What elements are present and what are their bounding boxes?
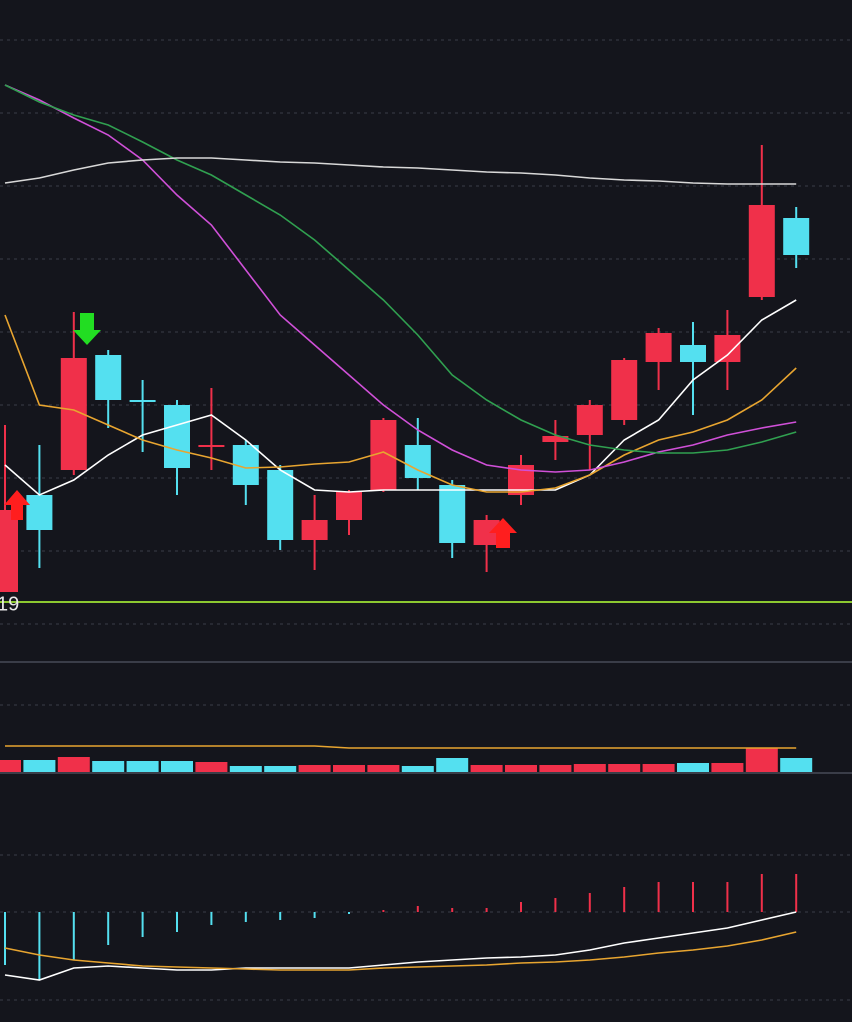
volume-bar [57,757,90,772]
signal-arrows [4,313,517,548]
candle-body [542,436,569,442]
buy-arrow [489,518,517,548]
volume-bar [401,766,434,772]
volume-bar [0,760,21,772]
plot-layer: 19 [0,39,852,981]
volume-bar [229,766,262,772]
volume-bar [92,761,125,772]
candle-body [404,445,431,478]
volume-bar [470,765,503,772]
volume-bar [126,761,159,772]
candle-body [783,218,810,255]
candle-body [164,405,190,468]
candle-body [95,355,122,400]
candle-body [439,485,466,543]
volume-bar [161,761,193,772]
volume-bar [264,766,297,772]
volume-bar [608,764,641,772]
volume-bar [505,765,537,772]
indicator-line [4,84,797,454]
indicator-line [4,84,797,473]
volume-bar [711,763,744,772]
volume-bar [642,764,675,772]
reference-label: 19 [0,593,19,615]
volume-bar [745,748,778,772]
volume-bar [298,765,331,772]
candle-body [129,400,156,402]
indicator-line [5,745,797,749]
candle-body [301,520,328,540]
volume-bar [539,765,572,772]
volume-bar [780,758,813,772]
volume-bar [367,765,400,772]
candle-body [198,445,225,447]
indicator-line [4,931,797,971]
volume-bar [333,765,365,772]
volume-bar [23,760,56,772]
volume-bar [195,762,228,772]
candle-body [645,333,672,362]
candle-body [611,360,638,420]
candle-body [576,405,603,435]
candle-body [0,510,18,592]
sell-arrow [73,313,101,345]
candle-body [680,345,706,362]
volume-bar [573,764,606,772]
candle-body [26,495,53,530]
indicator-line [4,157,797,185]
indicator-line [4,314,797,493]
buy-arrow [4,490,30,520]
candle-body [748,205,775,297]
candle-body [267,470,294,540]
indicator-line [4,911,797,981]
candle-body [336,492,362,520]
volume-bar [436,758,469,772]
candle-body [714,335,741,362]
volume-bar [677,763,709,772]
